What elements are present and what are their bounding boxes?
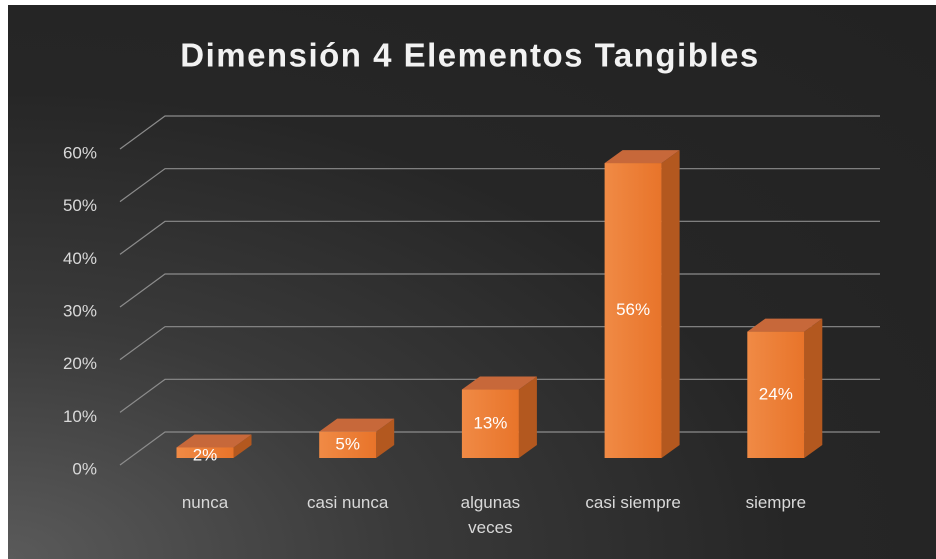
bar-top (604, 150, 680, 164)
grid-line (119, 273, 880, 308)
y-tick-label: 0% (72, 459, 97, 478)
x-tick-label: casi siempre (585, 493, 681, 512)
bar-top (319, 418, 395, 432)
x-tick-label: algunas veces (460, 493, 521, 537)
y-tick-label: 60% (63, 143, 97, 162)
chart: Dimensión 4 Elementos Tangibles 0% 10% 20%… (63, 37, 880, 478)
bar-top (461, 376, 537, 390)
bar (176, 447, 234, 458)
chart-title: Dimensión 4 Elementos Tangibles (180, 37, 760, 74)
bar (604, 163, 662, 459)
y-tick-label: 50% (63, 196, 97, 215)
y-tick-label: 20% (63, 354, 97, 373)
grid-line (119, 168, 880, 203)
bar-top (747, 318, 823, 332)
y-tick-label: 10% (63, 407, 97, 426)
x-tick-label: siempre (745, 493, 807, 512)
chart-area: Dimensión 4 Elementos Tangibles 0% 10% 20%… (8, 5, 936, 559)
bar-side (376, 418, 395, 458)
grid-line (119, 220, 880, 255)
bar-top (176, 434, 252, 448)
bar (319, 431, 377, 458)
value-label: 5% (335, 434, 360, 453)
value-label: 24% (759, 384, 793, 403)
y-tick-label: 30% (63, 301, 97, 320)
value-label: 2% (193, 445, 218, 464)
bar (747, 331, 805, 458)
grid-line (119, 115, 880, 150)
bar (461, 389, 519, 458)
bar-side (233, 434, 252, 458)
value-label: 13% (473, 413, 507, 432)
y-tick-label: 40% (63, 249, 97, 268)
bar-side (518, 376, 537, 458)
bar-side (804, 318, 823, 458)
value-label: 56% (616, 300, 650, 319)
x-tick-label: casi nunca (307, 493, 389, 512)
bar-side (661, 150, 680, 459)
x-tick-label: nunca (181, 493, 229, 512)
